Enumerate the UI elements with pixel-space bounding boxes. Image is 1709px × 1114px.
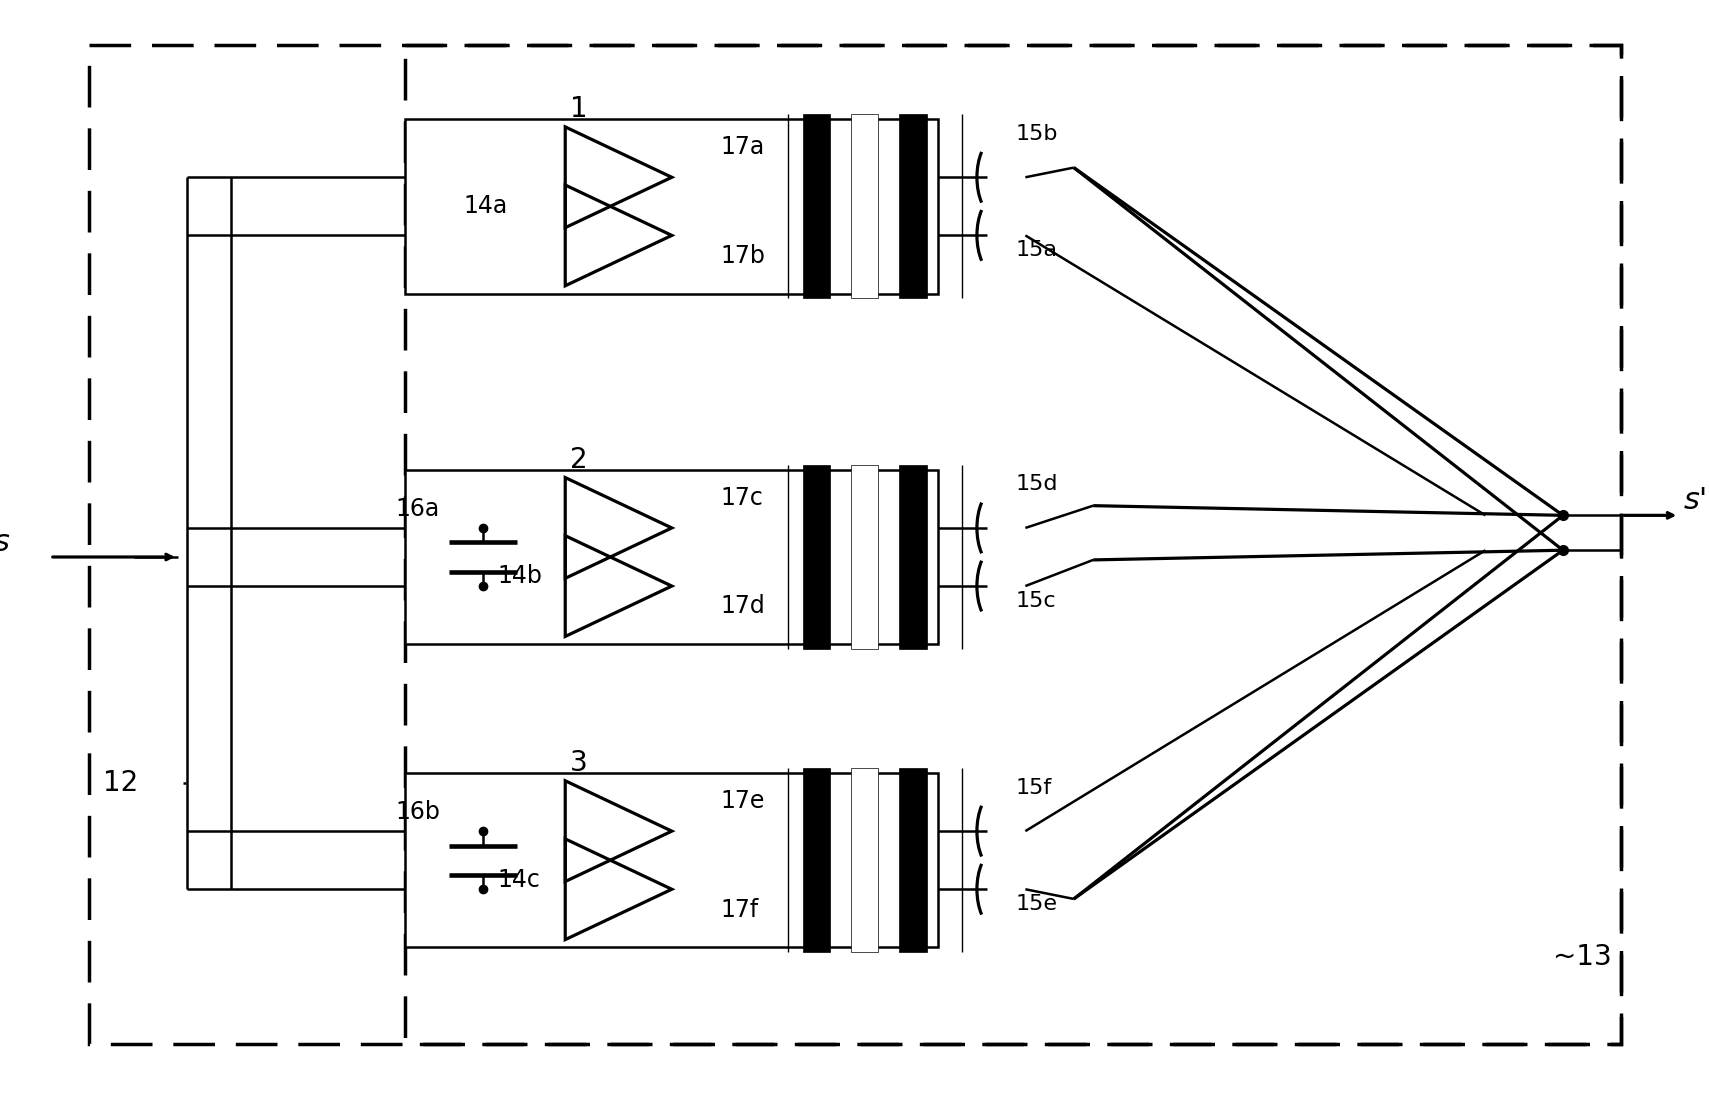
Text: 17f: 17f <box>719 898 759 921</box>
Text: 16b: 16b <box>396 800 441 823</box>
Text: 17b: 17b <box>719 244 766 267</box>
Text: s': s' <box>1683 487 1709 516</box>
Bar <box>690 516 759 540</box>
Bar <box>690 223 759 248</box>
Bar <box>405 45 1622 1044</box>
Text: 15a: 15a <box>1015 240 1058 260</box>
Text: 14c: 14c <box>497 868 540 891</box>
Text: ~13: ~13 <box>1553 944 1612 971</box>
Text: 17e: 17e <box>719 789 764 813</box>
Text: 17d: 17d <box>719 595 766 618</box>
Text: 2: 2 <box>571 446 588 475</box>
Text: s: s <box>0 528 10 557</box>
Text: 17c: 17c <box>719 486 764 510</box>
Text: 15c: 15c <box>1015 590 1056 610</box>
Bar <box>405 119 938 293</box>
Text: 12: 12 <box>103 769 138 797</box>
Bar <box>690 574 759 598</box>
Text: 15b: 15b <box>1015 124 1058 144</box>
Bar <box>851 115 878 299</box>
Bar <box>851 769 878 952</box>
Text: 15f: 15f <box>1015 778 1053 798</box>
Text: 3: 3 <box>571 750 588 778</box>
Bar <box>803 465 829 649</box>
Text: 14a: 14a <box>463 194 508 218</box>
Bar <box>851 465 878 649</box>
Bar <box>690 165 759 189</box>
Bar <box>690 819 759 843</box>
Text: 15e: 15e <box>1015 893 1058 913</box>
Text: 16a: 16a <box>396 497 439 520</box>
Bar <box>899 769 926 952</box>
Bar <box>803 769 829 952</box>
Bar <box>405 470 938 644</box>
Bar <box>899 465 926 649</box>
Bar <box>803 115 829 299</box>
Text: 1: 1 <box>571 96 588 124</box>
Text: 14b: 14b <box>497 565 542 588</box>
Text: 17a: 17a <box>719 135 764 159</box>
Text: 15d: 15d <box>1015 475 1058 495</box>
Bar <box>405 773 938 947</box>
Bar <box>690 877 759 902</box>
Bar <box>899 115 926 299</box>
